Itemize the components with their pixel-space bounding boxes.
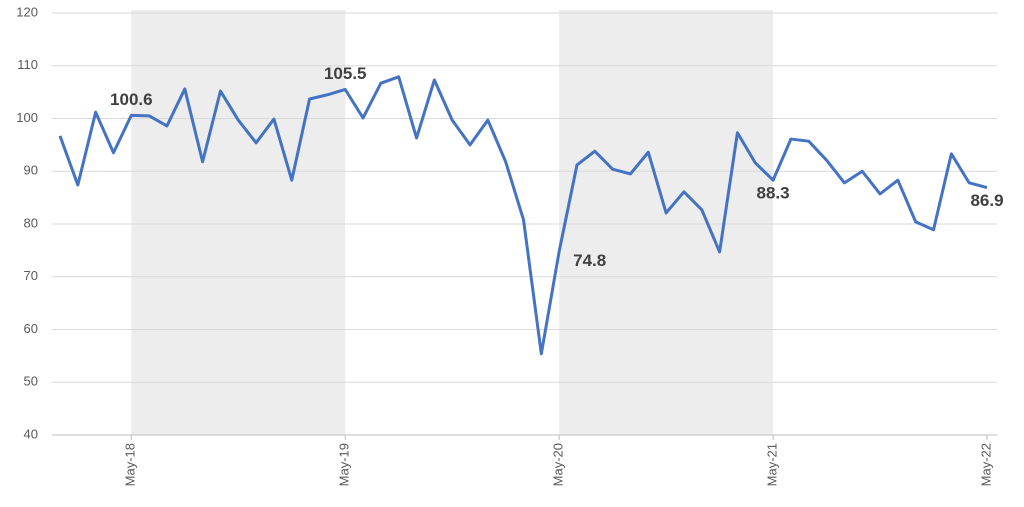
y-tick-label: 100 — [16, 110, 38, 125]
shaded-band — [131, 10, 346, 435]
y-tick-label: 50 — [24, 374, 38, 389]
x-tick-label: May-18 — [123, 443, 138, 486]
value-label: 100.6 — [110, 90, 153, 109]
x-tick-label: May-20 — [551, 443, 566, 486]
y-tick-label: 70 — [24, 268, 38, 283]
y-tick-label: 110 — [17, 57, 38, 72]
y-tick-label: 120 — [16, 4, 38, 19]
value-label: 74.8 — [573, 251, 606, 270]
data-line — [58, 75, 988, 356]
y-tick-label: 90 — [24, 163, 38, 178]
value-label: 88.3 — [757, 184, 790, 203]
y-tick-label: 40 — [24, 426, 38, 441]
x-tick-label: May-22 — [978, 443, 993, 486]
x-tick-label: May-19 — [337, 443, 352, 486]
value-label: 105.5 — [324, 64, 367, 83]
y-tick-label: 80 — [24, 215, 38, 230]
y-tick-label: 60 — [24, 321, 38, 336]
value-label: 86.9 — [970, 191, 1003, 210]
x-tick-label: May-21 — [765, 443, 780, 486]
shaded-band — [559, 10, 774, 435]
